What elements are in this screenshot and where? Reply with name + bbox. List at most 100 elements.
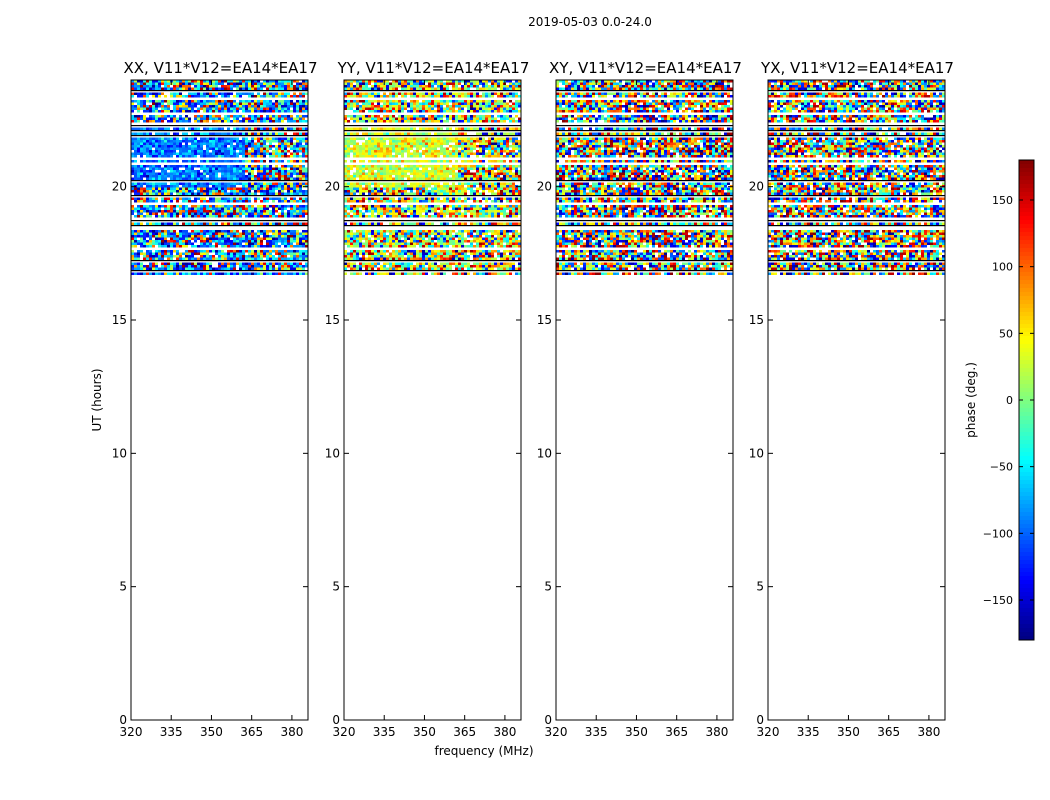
x-tick-label: 335 xyxy=(373,725,396,739)
y-tick-label: 0 xyxy=(756,713,764,727)
colorbar-segment xyxy=(1019,620,1034,625)
y-tick-label: 5 xyxy=(544,580,552,594)
x-tick-label: 380 xyxy=(280,725,303,739)
colorbar-segment xyxy=(1019,412,1034,417)
panel: YY, V11*V12=EA14*EA17 320 335 350 365 380 0 5 10… xyxy=(325,59,530,739)
colorbar-segment xyxy=(1019,324,1034,329)
colorbar-segment xyxy=(1019,176,1034,181)
colorbar-segment xyxy=(1019,216,1034,221)
axes-frame xyxy=(555,79,734,721)
colorbar-segment xyxy=(1019,604,1034,609)
colorbar-segment xyxy=(1019,528,1034,533)
colorbar-segment xyxy=(1019,320,1034,325)
colorbar-segment xyxy=(1019,416,1034,421)
colorbar-segment xyxy=(1019,624,1034,629)
x-tick-label: 365 xyxy=(877,725,900,739)
colorbar-segment xyxy=(1019,456,1034,461)
colorbar-segment xyxy=(1019,488,1034,493)
y-tick-label: 15 xyxy=(537,313,552,327)
y-tick-label: 0 xyxy=(544,713,552,727)
colorbar-segment xyxy=(1019,252,1034,257)
colorbar-segment xyxy=(1019,224,1034,229)
colorbar-segment xyxy=(1019,500,1034,505)
colorbar-segment xyxy=(1019,268,1034,273)
colorbar-segment xyxy=(1019,264,1034,269)
colorbar-segment xyxy=(1019,248,1034,253)
colorbar-segment xyxy=(1019,284,1034,289)
colorbar-segment xyxy=(1019,228,1034,233)
colorbar-segment xyxy=(1019,280,1034,285)
colorbar-segment xyxy=(1019,200,1034,205)
x-tick-label: 350 xyxy=(837,725,860,739)
y-tick-label: 20 xyxy=(112,180,127,194)
colorbar-segment xyxy=(1019,172,1034,177)
colorbar-segment xyxy=(1019,572,1034,577)
colorbar-segment xyxy=(1019,576,1034,581)
colorbar-segment xyxy=(1019,408,1034,413)
heatmap-cells xyxy=(344,80,521,275)
y-tick-label: 5 xyxy=(756,580,764,594)
colorbar-segment xyxy=(1019,564,1034,569)
colorbar-segment xyxy=(1019,596,1034,601)
colorbar-segment xyxy=(1019,220,1034,225)
x-tick-label: 335 xyxy=(585,725,608,739)
y-tick-label: 15 xyxy=(749,313,764,327)
x-tick-label: 350 xyxy=(413,725,436,739)
colorbar-segment xyxy=(1019,256,1034,261)
colorbar-segment xyxy=(1019,612,1034,617)
colorbar-segment xyxy=(1019,240,1034,245)
x-tick-label: 350 xyxy=(200,725,223,739)
colorbar-segment xyxy=(1019,340,1034,345)
panel-title: YX, V11*V12=EA14*EA17 xyxy=(760,59,954,77)
colorbar-segment xyxy=(1019,376,1034,381)
heatmap-cells xyxy=(768,80,945,275)
colorbar-segment xyxy=(1019,608,1034,613)
x-tick-label: 335 xyxy=(160,725,183,739)
x-tick-label: 380 xyxy=(493,725,516,739)
colorbar-segment xyxy=(1019,288,1034,293)
axes-frame xyxy=(343,79,522,721)
heatmap-cells xyxy=(556,80,733,275)
x-tick-label: 320 xyxy=(545,725,568,739)
colorbar-segment xyxy=(1019,212,1034,217)
colorbar-segment xyxy=(1019,636,1034,641)
colorbar-segment xyxy=(1019,388,1034,393)
colorbar-segment xyxy=(1019,260,1034,265)
panel-title: XX, V11*V12=EA14*EA17 xyxy=(123,59,317,77)
colorbar-segment xyxy=(1019,580,1034,585)
colorbar-segment xyxy=(1019,552,1034,557)
colorbar-segment xyxy=(1019,520,1034,525)
colorbar-segment xyxy=(1019,480,1034,485)
colorbar-segment xyxy=(1019,232,1034,237)
colorbar-segment xyxy=(1019,360,1034,365)
colorbar-segment xyxy=(1019,452,1034,457)
colorbar-tick-label: 150 xyxy=(992,194,1013,207)
colorbar-tick-label: −100 xyxy=(983,527,1013,540)
colorbar-segment xyxy=(1019,436,1034,441)
colorbar-segment xyxy=(1019,292,1034,297)
colorbar-segment xyxy=(1019,532,1034,537)
x-tick-label: 380 xyxy=(705,725,728,739)
colorbar-segment xyxy=(1019,192,1034,197)
y-tick-label: 10 xyxy=(537,446,552,460)
colorbar-segment xyxy=(1019,364,1034,369)
colorbar-segment xyxy=(1019,244,1034,249)
axes-frame xyxy=(130,79,309,721)
colorbar-segment xyxy=(1019,296,1034,301)
colorbar-tick-label: 100 xyxy=(992,261,1013,274)
colorbar-segment xyxy=(1019,544,1034,549)
colorbar-segment xyxy=(1019,308,1034,313)
colorbar-segment xyxy=(1019,316,1034,321)
colorbar-segment xyxy=(1019,276,1034,281)
colorbar-segment xyxy=(1019,372,1034,377)
colorbar-segment xyxy=(1019,512,1034,517)
x-tick-label: 350 xyxy=(625,725,648,739)
panel: XX, V11*V12=EA14*EA17 320 335 350 365 380 0 5 10… xyxy=(112,59,318,739)
panel: YX, V11*V12=EA14*EA17 320 335 350 365 380 0 5 10… xyxy=(749,59,954,739)
y-tick-label: 10 xyxy=(325,446,340,460)
colorbar-segment xyxy=(1019,368,1034,373)
x-tick-label: 365 xyxy=(453,725,476,739)
colorbar-segment xyxy=(1019,524,1034,529)
x-tick-label: 335 xyxy=(797,725,820,739)
